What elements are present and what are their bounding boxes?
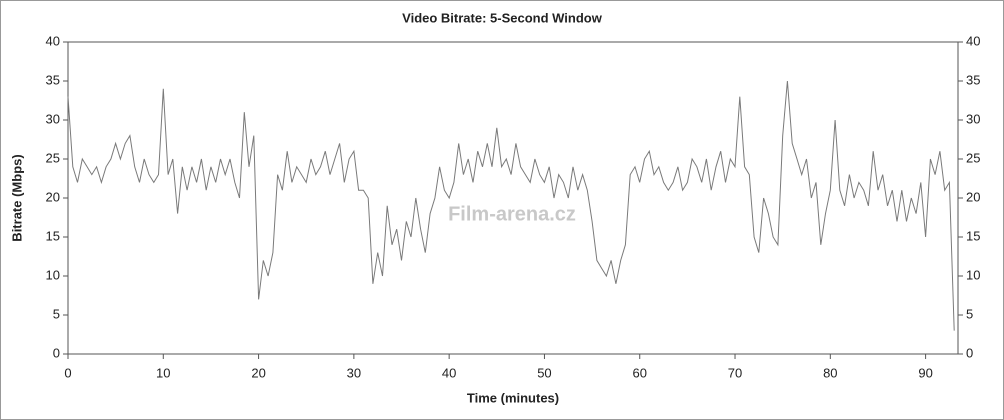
y-tick-label: 5 — [53, 306, 60, 321]
y2-tick-label: 0 — [966, 345, 973, 360]
y2-tick-label: 30 — [966, 111, 980, 126]
y-tick-label: 15 — [46, 228, 60, 243]
y2-tick-label: 35 — [966, 72, 980, 87]
y-tick-label: 20 — [46, 189, 60, 204]
y-tick-label: 25 — [46, 150, 60, 165]
x-tick-label: 90 — [918, 365, 932, 380]
y-axis-label: Bitrate (Mbps) — [9, 154, 24, 241]
y2-tick-label: 25 — [966, 150, 980, 165]
y2-tick-label: 10 — [966, 267, 980, 282]
x-tick-label: 80 — [823, 365, 837, 380]
chart-title: Video Bitrate: 5-Second Window — [402, 10, 603, 25]
x-tick-label: 50 — [537, 365, 551, 380]
y2-tick-label: 20 — [966, 189, 980, 204]
y2-tick-label: 15 — [966, 228, 980, 243]
y-tick-label: 40 — [46, 33, 60, 48]
x-tick-label: 30 — [347, 365, 361, 380]
y2-tick-label: 40 — [966, 33, 980, 48]
x-tick-label: 10 — [156, 365, 170, 380]
y-tick-label: 10 — [46, 267, 60, 282]
x-tick-label: 60 — [633, 365, 647, 380]
x-tick-label: 70 — [728, 365, 742, 380]
y2-tick-label: 5 — [966, 306, 973, 321]
y-tick-label: 0 — [53, 345, 60, 360]
x-axis-label: Time (minutes) — [467, 390, 559, 405]
x-tick-label: 20 — [251, 365, 265, 380]
x-tick-label: 40 — [442, 365, 456, 380]
y-tick-label: 35 — [46, 72, 60, 87]
x-tick-label: 0 — [64, 365, 71, 380]
bitrate-line — [67, 80, 955, 331]
y-tick-label: 30 — [46, 111, 60, 126]
watermark: Film-arena.cz — [448, 203, 576, 225]
